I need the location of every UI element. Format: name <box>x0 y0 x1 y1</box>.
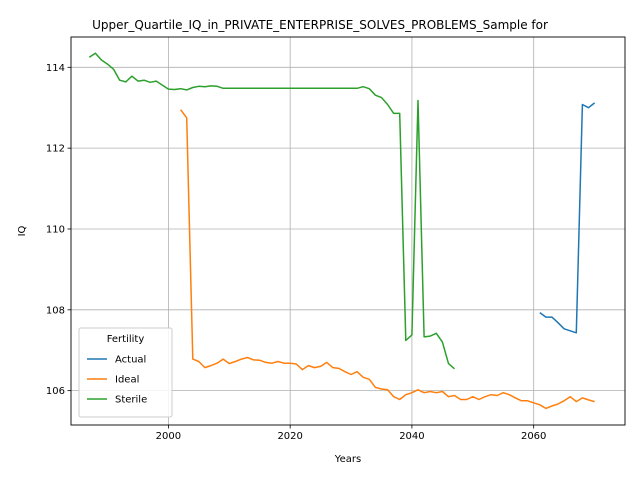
x-tick-label: 2060 <box>521 431 546 442</box>
chart-title: Upper_Quartile_IQ_in_PRIVATE_ENTERPRISE_… <box>92 18 548 32</box>
series-line-ideal <box>180 109 595 410</box>
legend-label-sterile: Sterile <box>115 395 147 406</box>
x-axis-label: Years <box>334 454 361 465</box>
y-tick-label: 108 <box>46 305 65 316</box>
y-tick-label: 106 <box>46 386 65 397</box>
plot-frame <box>70 36 626 426</box>
y-tick-label: 112 <box>46 144 65 155</box>
x-tick-label: 2020 <box>277 431 302 442</box>
y-axis-label: IQ <box>17 225 28 236</box>
legend-title: Fertility <box>107 334 145 345</box>
x-tick-label: 2000 <box>156 431 181 442</box>
legend-box <box>78 327 173 418</box>
series-line-sterile <box>88 52 455 370</box>
y-tick-label: 110 <box>46 224 65 235</box>
x-tick-label: 2040 <box>399 431 424 442</box>
axis-ticks: 2000 2020 2040 2060 106 108 110 112 114 <box>46 63 547 442</box>
legend-label-ideal: Ideal <box>115 375 139 386</box>
series-line-actual <box>539 102 596 334</box>
legend-label-actual: Actual <box>115 355 146 366</box>
series-lines <box>88 52 596 410</box>
y-tick-label: 114 <box>46 63 65 74</box>
legend-items: Actual Ideal Sterile <box>87 355 147 406</box>
legend: Fertility Actual Ideal Sterile <box>78 327 173 418</box>
